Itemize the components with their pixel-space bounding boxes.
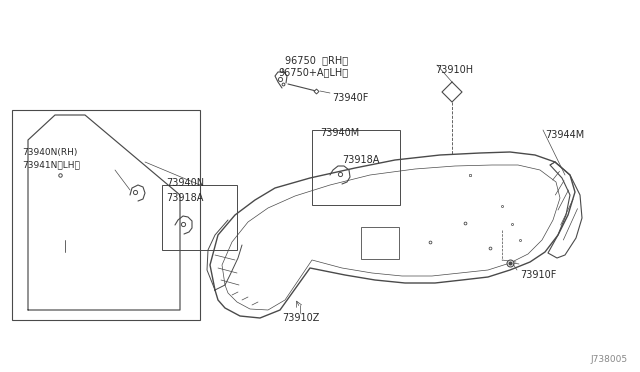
- Bar: [361, 227, 399, 259]
- Text: 73940N: 73940N: [166, 178, 204, 188]
- Text: 73910Z: 73910Z: [282, 313, 319, 323]
- Bar: [12, 110, 200, 320]
- Text: 96750+A〈LH〉: 96750+A〈LH〉: [278, 67, 348, 77]
- Text: 73910H: 73910H: [435, 65, 473, 75]
- Text: 73918A: 73918A: [342, 155, 380, 165]
- Bar: [312, 130, 400, 205]
- Text: J738005: J738005: [590, 355, 627, 364]
- Text: 73910F: 73910F: [520, 270, 556, 280]
- Text: 73940M: 73940M: [320, 128, 359, 138]
- Text: 73940N(RH): 73940N(RH): [22, 148, 77, 157]
- Text: 73940F: 73940F: [332, 93, 369, 103]
- Text: 73918A: 73918A: [166, 193, 204, 203]
- Bar: [162, 185, 237, 250]
- Text: 73944M: 73944M: [545, 130, 584, 140]
- Text: 73941N〈LH〉: 73941N〈LH〉: [22, 160, 80, 169]
- Text: 96750  〈RH〉: 96750 〈RH〉: [285, 55, 348, 65]
